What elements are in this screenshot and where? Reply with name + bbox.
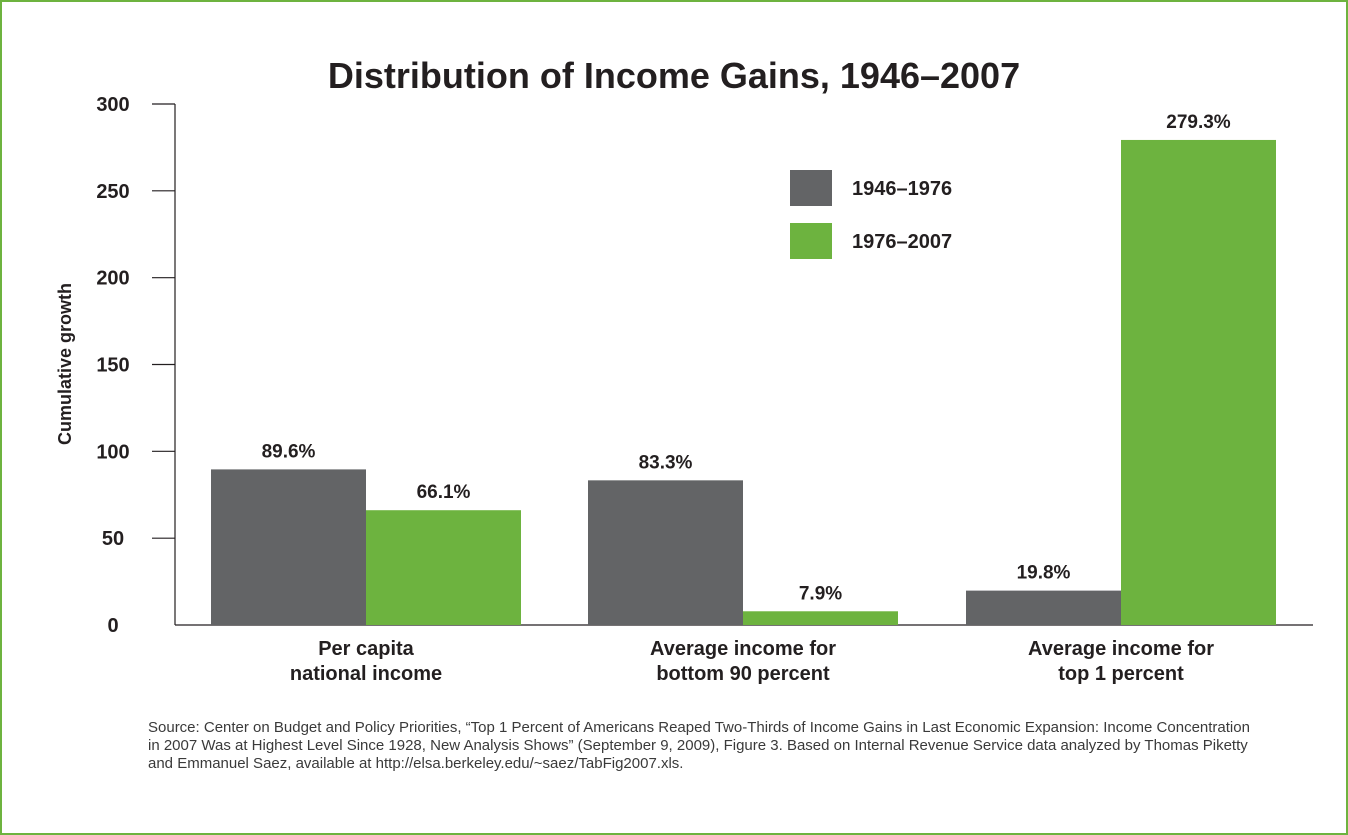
category-label: top 1 percent <box>1058 663 1184 685</box>
category-label: Average income for <box>1028 638 1214 660</box>
y-tick-label: 250 <box>96 181 129 203</box>
category-label: bottom 90 percent <box>656 663 830 685</box>
y-tick-label: 150 <box>96 355 129 377</box>
data-label: 279.3% <box>1166 112 1231 133</box>
y-tick-label: 0 <box>107 615 118 637</box>
data-label: 19.8% <box>1017 563 1071 584</box>
category-labels: Per capita national income Average income … <box>290 638 1214 685</box>
data-label: 83.3% <box>639 452 693 473</box>
bar <box>966 590 1121 625</box>
data-labels: 89.6% 83.3% 19.8% 66.1% 7.9% 279.3% <box>262 112 1231 604</box>
bar <box>1121 139 1276 625</box>
chart-title: Distribution of Income Gains, 1946–2007 <box>328 55 1020 96</box>
y-tick-label: 200 <box>96 268 129 290</box>
legend: 1946–1976 1976–2007 <box>790 170 952 259</box>
bars <box>211 139 1276 625</box>
legend-swatch <box>790 223 832 259</box>
y-tick-label: 50 <box>102 528 124 550</box>
y-tick-label: 100 <box>96 441 129 463</box>
category-label: national income <box>290 663 442 685</box>
bar <box>366 510 521 625</box>
data-label: 89.6% <box>262 441 316 462</box>
bar <box>743 611 898 625</box>
bar <box>211 469 366 625</box>
data-label: 7.9% <box>799 583 842 604</box>
category-label: Average income for <box>650 638 836 660</box>
data-label: 66.1% <box>417 482 471 503</box>
legend-swatch <box>790 170 832 206</box>
legend-label: 1976–2007 <box>852 231 952 253</box>
legend-label: 1946–1976 <box>852 178 952 200</box>
y-tick-label: 300 <box>96 94 129 116</box>
source-note: Source: Center on Budget and Policy Prio… <box>148 719 1250 772</box>
category-label: Per capita <box>318 638 414 660</box>
y-axis-label: Cumulative growth <box>55 283 75 445</box>
bar <box>588 480 743 625</box>
